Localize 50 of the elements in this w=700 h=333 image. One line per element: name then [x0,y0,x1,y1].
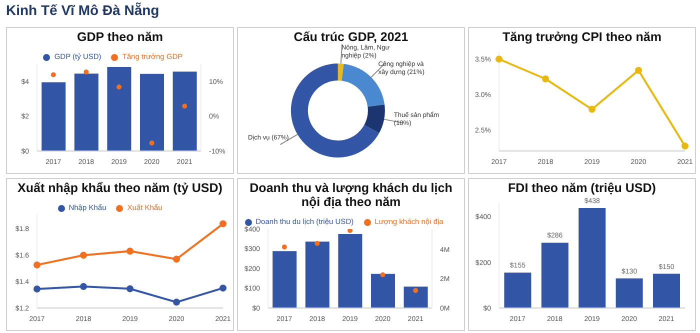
bar [272,251,297,308]
point [682,142,688,150]
bar [140,74,164,151]
point [282,244,287,250]
bar [42,82,66,151]
point [34,261,40,268]
point [348,229,352,233]
text: Kinh Tế Vĩ Mô Đà Nẵng [6,2,160,18]
point [80,252,87,259]
point [34,286,40,292]
donut-slice [290,64,380,158]
bar [305,242,330,308]
chart-title: Cấu trúc GDP, 2021 [292,30,410,44]
point [173,256,180,263]
bar [616,278,643,308]
bar [74,74,98,151]
point [542,75,549,82]
chart-title: Xuất nhập khẩu theo năm (tỷ USD) [16,181,224,195]
donut-slice [364,104,385,134]
point [84,70,89,75]
bar [541,242,568,308]
point [50,72,56,78]
bar [653,274,680,308]
chart-title: Tăng trưởng CPI theo năm [502,30,662,44]
point [80,282,87,290]
point [173,298,180,306]
point [126,248,134,255]
bar [370,274,395,308]
chart-title: FDI theo năm (triệu USD) [507,181,657,195]
bar [578,208,606,308]
point [220,284,226,292]
bar [107,66,132,151]
bar [504,272,532,308]
point [635,66,642,74]
bar [338,234,362,308]
point [182,104,188,109]
chart-title: GDP theo năm [76,30,164,44]
point [220,220,226,228]
bar [404,286,428,308]
donut-slice [338,64,344,81]
point [126,285,134,292]
point [380,272,386,278]
bar [172,72,197,151]
point [413,288,418,293]
point [149,140,154,146]
point [314,240,320,246]
point [496,56,502,63]
point [116,84,122,90]
point [588,106,596,113]
chart-title: Doanh thu và lượng khách du lịch nội địa theo năm [248,181,454,209]
